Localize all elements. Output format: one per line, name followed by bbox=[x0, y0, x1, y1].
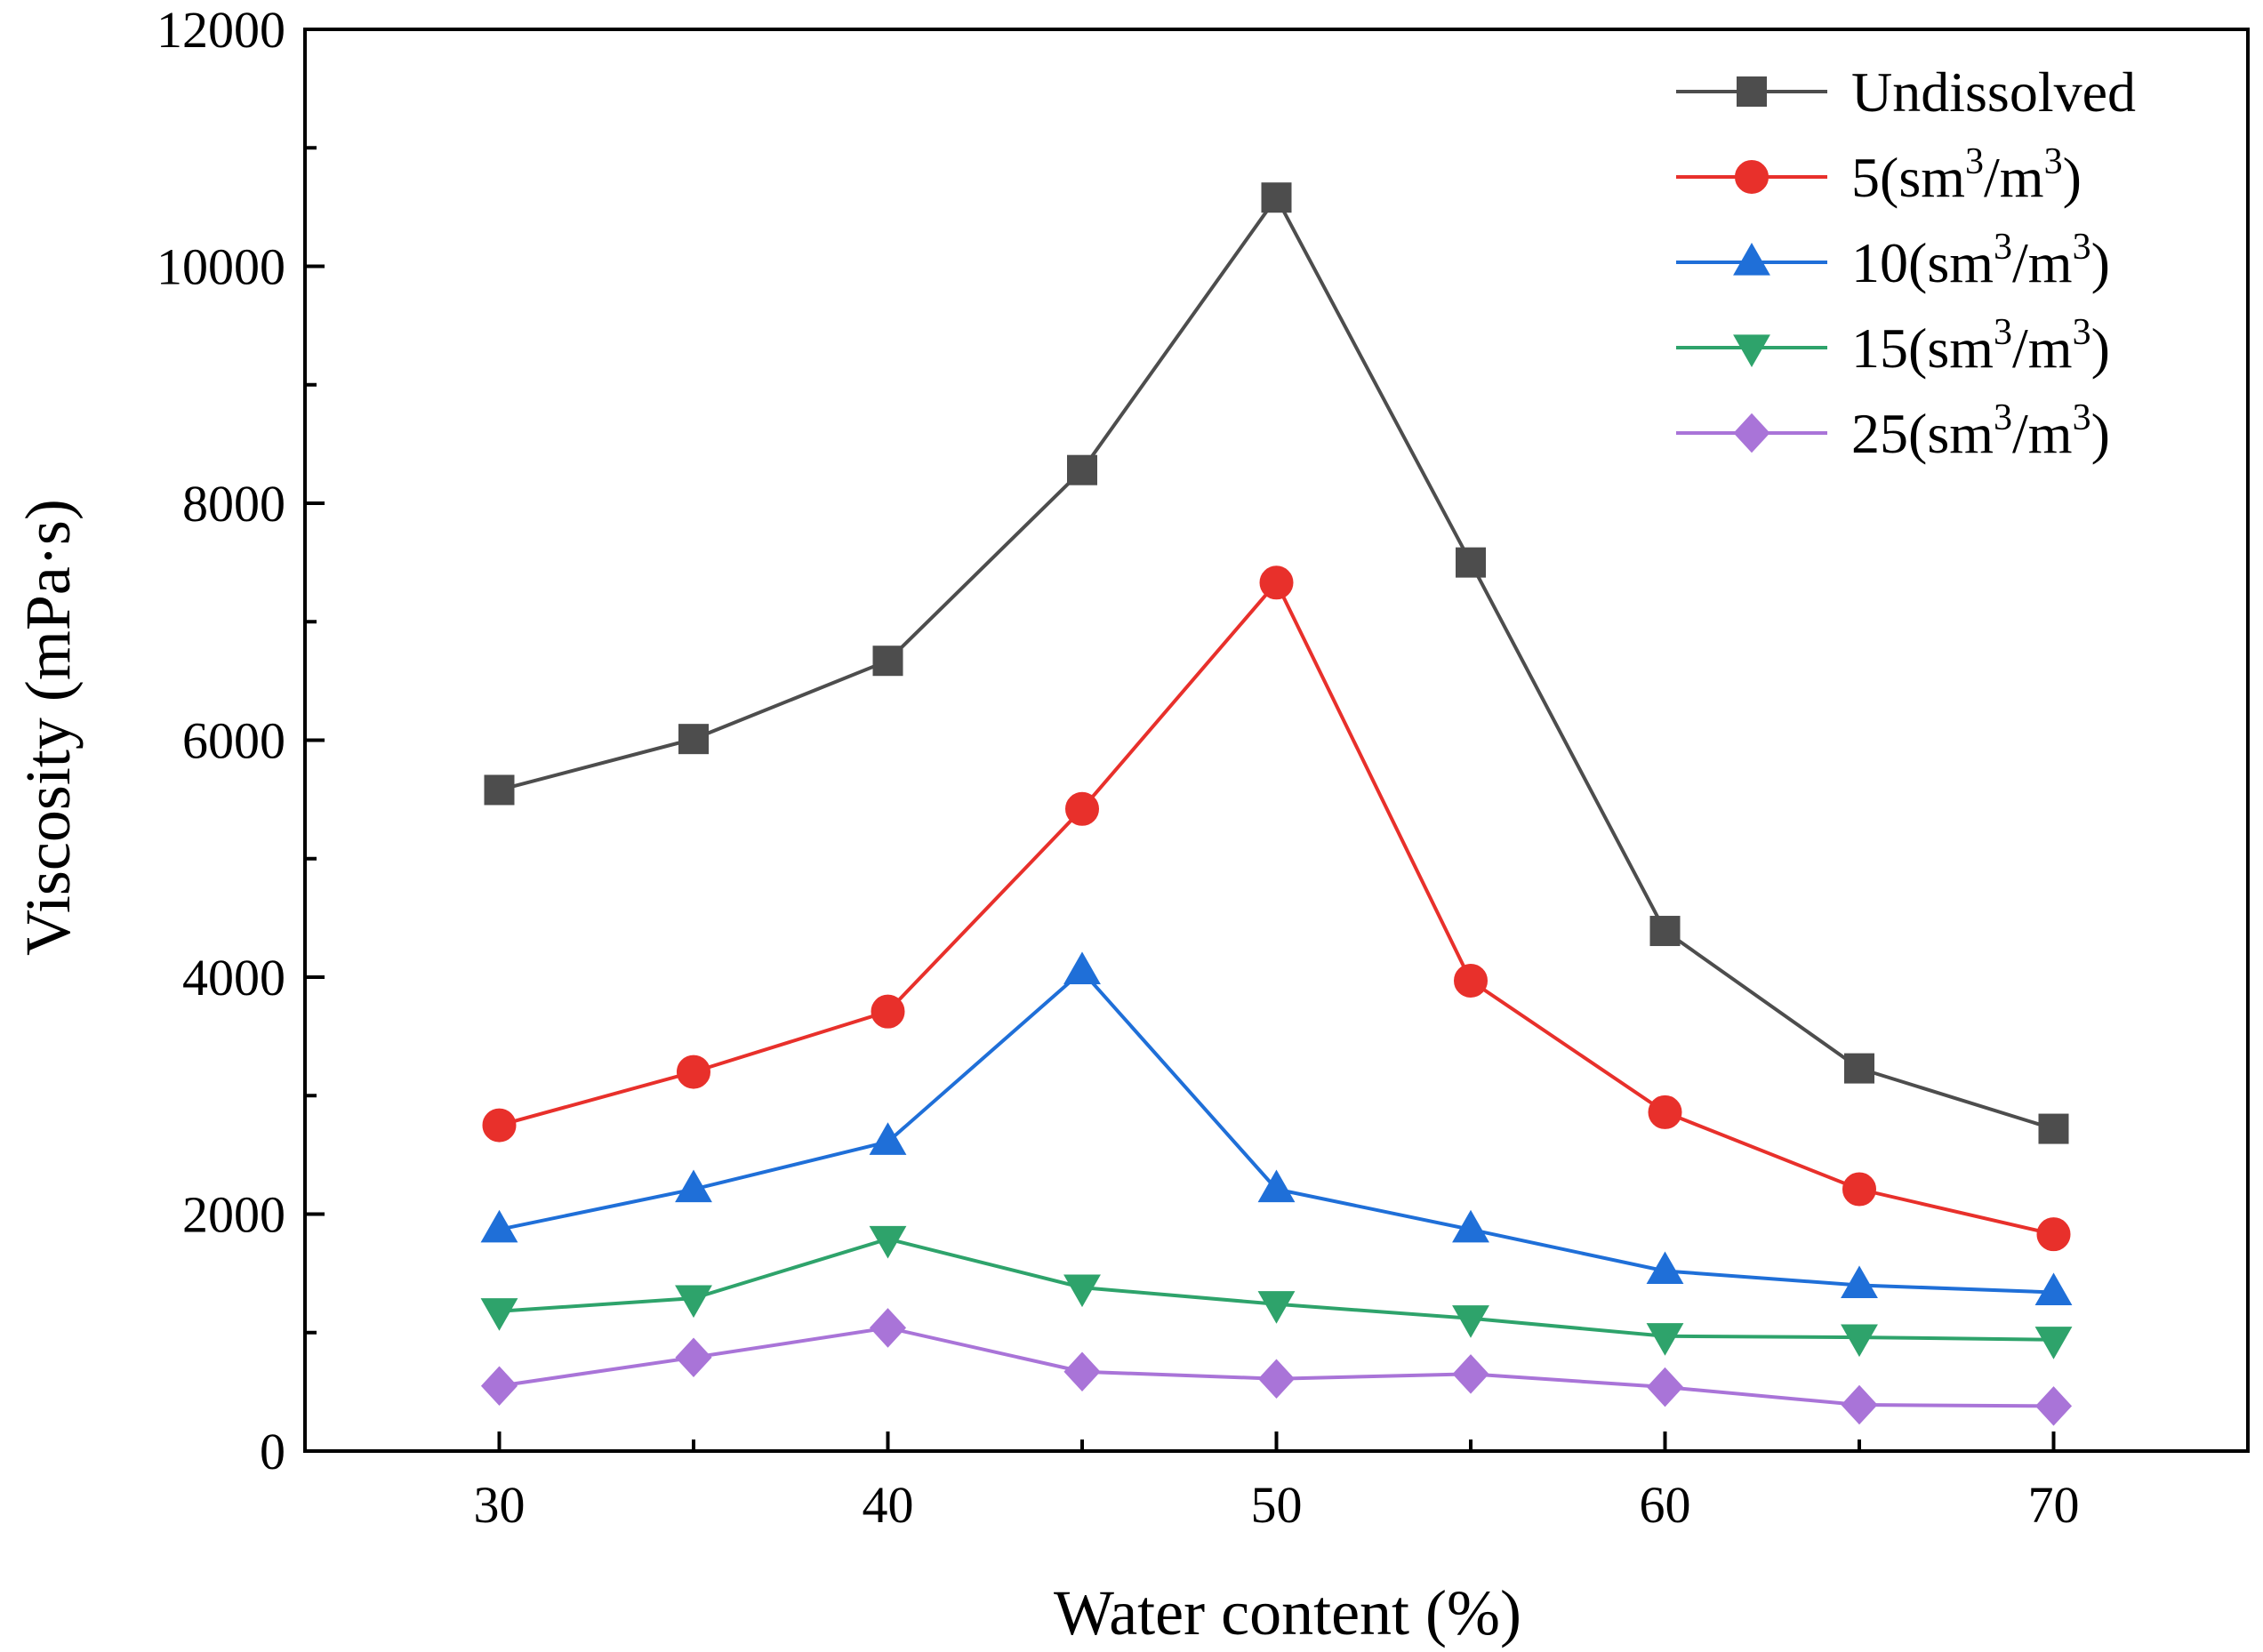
legend-marker bbox=[1733, 242, 1770, 276]
series-line bbox=[498, 579, 2054, 1237]
data-point bbox=[677, 1055, 710, 1089]
series-2 bbox=[480, 951, 2073, 1306]
data-point bbox=[1646, 1367, 1684, 1407]
data-point bbox=[2034, 1327, 2073, 1359]
data-point bbox=[1842, 1172, 1876, 1207]
data-point bbox=[869, 1225, 907, 1259]
data-point bbox=[1648, 1095, 1682, 1129]
legend-marker bbox=[1735, 160, 1769, 194]
series-line bbox=[499, 1237, 2054, 1342]
data-point bbox=[1649, 916, 1681, 947]
series-line bbox=[498, 194, 2055, 1131]
x-tick-label: 60 bbox=[1640, 1476, 1691, 1534]
series-1 bbox=[482, 565, 2071, 1252]
legend-item: Undissolved bbox=[1676, 60, 2136, 124]
legend-label: 25(sm3/m3) bbox=[1851, 397, 2110, 465]
legend-item: 10(sm3/m3) bbox=[1676, 227, 2110, 294]
data-point bbox=[482, 1108, 517, 1143]
data-point bbox=[484, 774, 515, 806]
legend-label: 10(sm3/m3) bbox=[1851, 227, 2110, 294]
legend: Undissolved 5(sm3/m3) 10(sm3/m3) 15(sm3/m3)… bbox=[1676, 60, 2136, 465]
data-point bbox=[1065, 791, 1099, 826]
legend-marker bbox=[1737, 76, 1767, 107]
x-tick-label: 70 bbox=[2028, 1476, 2080, 1534]
y-tick-label: 10000 bbox=[156, 238, 285, 296]
data-point bbox=[1646, 1251, 1684, 1285]
data-point bbox=[2038, 1113, 2069, 1144]
data-point bbox=[869, 1122, 907, 1155]
legend-marker bbox=[1733, 413, 1770, 453]
data-point bbox=[1452, 1305, 1489, 1338]
y-tick-label: 0 bbox=[260, 1423, 285, 1480]
x-tick-label: 40 bbox=[863, 1476, 914, 1534]
x-tick-label: 50 bbox=[1251, 1476, 1303, 1534]
series-3 bbox=[480, 1225, 2073, 1359]
data-point bbox=[1452, 1209, 1489, 1243]
data-point bbox=[1841, 1324, 1878, 1358]
data-point bbox=[1257, 1359, 1296, 1399]
data-point bbox=[1063, 1351, 1101, 1391]
y-tick-label: 2000 bbox=[182, 1186, 285, 1244]
legend-label: Undissolved bbox=[1851, 60, 2136, 124]
data-point bbox=[869, 1308, 907, 1348]
y-axis-title: Viscosity (mPa·s) bbox=[12, 499, 84, 956]
data-point bbox=[1257, 1169, 1296, 1203]
data-point bbox=[2034, 1272, 2073, 1306]
legend-item: 5(sm3/m3) bbox=[1676, 141, 2082, 209]
data-point bbox=[675, 1337, 712, 1378]
data-point bbox=[480, 1366, 518, 1406]
y-tick-label: 6000 bbox=[182, 712, 285, 770]
data-point bbox=[1452, 1354, 1489, 1394]
legend-item: 15(sm3/m3) bbox=[1676, 312, 2110, 380]
y-tick-label: 12000 bbox=[156, 1, 285, 59]
data-point bbox=[678, 724, 709, 755]
data-point bbox=[480, 1209, 518, 1243]
data-point bbox=[1844, 1053, 1874, 1084]
data-point bbox=[675, 1285, 712, 1319]
y-tick-label: 8000 bbox=[182, 475, 285, 533]
data-point bbox=[1841, 1384, 1878, 1425]
data-point bbox=[1257, 1291, 1296, 1324]
data-point bbox=[1456, 547, 1486, 578]
data-point bbox=[872, 646, 903, 677]
data-point bbox=[1067, 454, 1097, 485]
data-point bbox=[2036, 1217, 2071, 1252]
legend-label: 5(sm3/m3) bbox=[1851, 141, 2082, 209]
data-point bbox=[1454, 963, 1488, 998]
x-tick-label: 30 bbox=[474, 1476, 526, 1534]
legend-item: 25(sm3/m3) bbox=[1676, 397, 2110, 465]
legend-label: 15(sm3/m3) bbox=[1851, 312, 2110, 380]
y-tick-label: 4000 bbox=[182, 949, 285, 1006]
data-point bbox=[1063, 1274, 1101, 1308]
data-point bbox=[675, 1169, 712, 1203]
data-point bbox=[871, 994, 905, 1029]
data-point bbox=[1646, 1323, 1684, 1356]
series-4 bbox=[480, 1308, 2073, 1426]
series-0 bbox=[484, 182, 2069, 1144]
data-point bbox=[480, 1298, 518, 1331]
data-point bbox=[1259, 565, 1294, 600]
data-point bbox=[1063, 951, 1101, 984]
legend-marker bbox=[1733, 334, 1770, 368]
data-point bbox=[2034, 1386, 2073, 1426]
x-axis-title: Water content (%) bbox=[1054, 1577, 1521, 1648]
series-line bbox=[499, 968, 2054, 1295]
data-point bbox=[1261, 182, 1292, 213]
data-point bbox=[1841, 1265, 1878, 1299]
